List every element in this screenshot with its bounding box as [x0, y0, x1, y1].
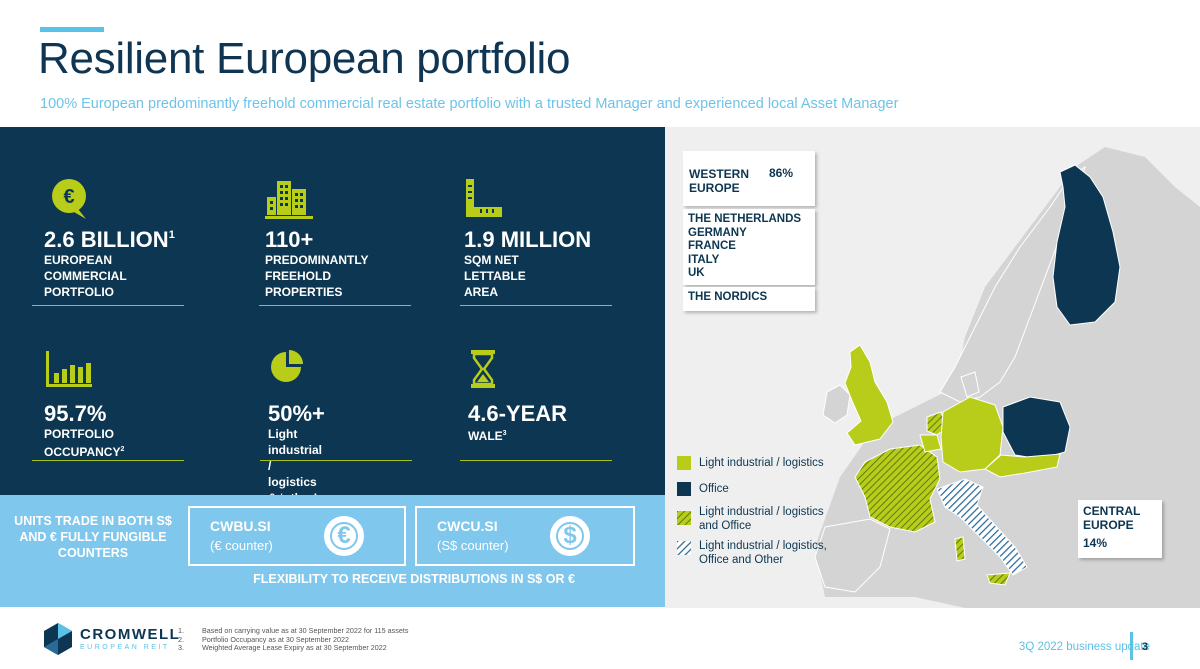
central-europe-callout: CENTRAL EUROPE 14%: [1078, 500, 1162, 558]
western-europe-pct: 86%: [769, 166, 794, 180]
units-trade-text: UNITS TRADE IN BOTH S$ AND € FULLY FUNGI…: [14, 514, 172, 560]
kpi-divider: [460, 305, 612, 306]
hourglass-icon: [471, 350, 495, 388]
iberia: [814, 518, 891, 593]
legend-item-light-industrial: Light industrial / logistics: [677, 456, 824, 470]
benelux: [919, 434, 942, 453]
europe-map: [814, 147, 1200, 608]
france-region: [854, 444, 941, 533]
kpi-value: 110+: [265, 227, 314, 252]
kpi-value: 2.6 BILLION1: [44, 227, 175, 252]
buildings-icon: [265, 181, 313, 219]
footnote: 2. Portfolio Occupancy as at 30 September…: [178, 634, 350, 644]
counter-code: CWCU.SI: [437, 518, 498, 534]
title-accent-bar: [40, 27, 104, 32]
flexibility-text: FLEXIBILITY TO RECEIVE DISTRIBUTIONS IN …: [253, 572, 575, 586]
legend-item-office: Office: [677, 482, 729, 496]
kpi-panel: € 2.6 BILLION1 EUROPEAN COMMERCIAL PORTF…: [0, 127, 665, 521]
kpi-divider: [32, 305, 184, 306]
kpi-value: 50%+: [268, 401, 325, 426]
country-item: UK: [688, 267, 705, 279]
czech-slovakia-region: [984, 453, 1061, 478]
legend-swatch: [677, 541, 691, 555]
counter-cwbu: CWBU.SI (€ counter) €: [188, 506, 406, 566]
sardinia: [954, 536, 966, 562]
kpi-label: SQM NET LETTABLE AREA: [464, 253, 526, 299]
uk-region: [844, 344, 894, 446]
kpi-value: 95.7%: [44, 401, 107, 426]
footnote: 3. Weighted Average Lease Expiry as at 30…: [178, 643, 387, 652]
logo-subtext: EUROPEAN REIT: [80, 644, 170, 651]
business-update-label: 3Q 2022 business update: [1018, 641, 1150, 653]
countries-callout: THE NETHERLANDS GERMANY FRANCE ITALY UK: [683, 209, 815, 285]
cromwell-logo-icon: [44, 623, 72, 655]
footnotes: 1. Based on carrying value as at 30 Septe…: [178, 626, 409, 653]
legend-swatch: [677, 511, 691, 525]
kpi-label: WALE3: [468, 429, 507, 443]
kpi-label: PORTFOLIO OCCUPANCY2: [44, 427, 125, 459]
footer-divider: [1130, 632, 1133, 660]
country-item: GERMANY: [688, 226, 747, 239]
central-europe-label: CENTRAL EUROPE: [1083, 504, 1141, 532]
finland-region: [1052, 164, 1121, 326]
kpi-divider: [259, 305, 411, 306]
pie-chart-icon: [271, 350, 303, 382]
dollar-coin-icon: $: [550, 516, 590, 556]
counter-desc: (€ counter): [210, 538, 273, 553]
central-europe-pct: 14%: [1083, 536, 1108, 550]
italy-region: [936, 478, 1028, 576]
euro-coin-icon: €: [324, 516, 364, 556]
western-europe-callout: WESTERN EUROPE 86%: [683, 151, 815, 206]
kpi-label: EUROPEAN COMMERCIAL PORTFOLIO: [44, 253, 127, 299]
poland-region: [1002, 396, 1071, 460]
counter-code: CWBU.SI: [210, 518, 271, 534]
country-item: FRANCE: [688, 240, 736, 252]
page-number: 3: [1142, 641, 1149, 653]
counter-cwcu: CWCU.SI (S$ counter) $: [415, 506, 635, 566]
legend-swatch: [677, 456, 691, 470]
footnote: 1. Based on carrying value as at 30 Septe…: [178, 626, 409, 635]
nordics-label: THE NORDICS: [688, 291, 768, 303]
page-subtitle: 100% European predominantly freehold com…: [40, 96, 899, 112]
sicily: [986, 572, 1011, 586]
kpi-value: 1.9 MILLION: [464, 227, 592, 252]
counters-panel: UNITS TRADE IN BOTH S$ AND € FULLY FUNGI…: [0, 495, 665, 607]
europe-map-panel: WESTERN EUROPE 86% THE NETHERLANDS GERMA…: [665, 127, 1200, 608]
svg-text:€: €: [63, 186, 74, 208]
country-item: ITALY: [688, 253, 720, 266]
legend-item-li-office-other: Light industrial / logistics, Office and…: [677, 539, 827, 567]
legend-swatch: [677, 482, 691, 496]
nordics-callout: THE NORDICS: [683, 287, 815, 311]
counter-desc: (S$ counter): [437, 538, 509, 553]
denmark: [960, 371, 980, 398]
kpi-value: 4.6-YEAR: [468, 401, 568, 426]
western-europe-label: WESTERN EUROPE: [689, 167, 749, 195]
kpi-label: PREDOMINANTLY FREEHOLD PROPERTIES: [265, 253, 369, 299]
kpi-divider: [32, 460, 184, 461]
bar-chart-icon: [46, 351, 92, 387]
euro-speech-bubble-icon: €: [52, 179, 86, 219]
ruler-area-icon: [466, 179, 502, 217]
logo-text: CROMWELL: [80, 626, 181, 643]
legend-item-li-office: Light industrial / logistics and Office: [677, 505, 824, 533]
page-title: Resilient European portfolio: [38, 34, 571, 83]
kpi-divider: [260, 460, 412, 461]
ireland: [822, 384, 851, 424]
country-item: THE NETHERLANDS: [688, 213, 802, 225]
kpi-divider: [460, 460, 612, 461]
